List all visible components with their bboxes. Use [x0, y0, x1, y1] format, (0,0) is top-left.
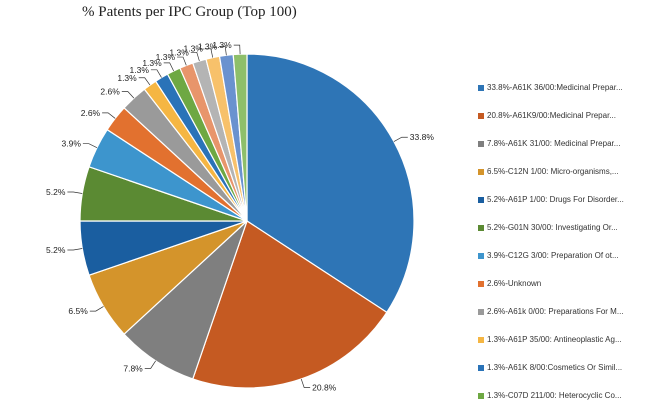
- chart-title: % Patents per IPC Group (Top 100): [82, 4, 297, 20]
- leader-line: [300, 378, 311, 388]
- data-label: 3.9%: [62, 139, 82, 149]
- leader-line: [67, 191, 83, 194]
- data-label: 1.3%: [198, 41, 218, 51]
- legend-item: 2.6%-Unknown: [478, 279, 644, 307]
- leader-line: [67, 248, 83, 251]
- legend-label: 1.3%-A61K 8/00:Cosmetics Or Simil...: [487, 363, 623, 372]
- legend-item: 33.8%-A61K 36/00:Medicinal Prepar...: [478, 83, 644, 111]
- legend-item: 20.8%-A61K9/00:Medicinal Prepar...: [478, 111, 644, 139]
- leader-line: [121, 91, 135, 99]
- legend-label: 2.6%-Unknown: [487, 279, 542, 288]
- data-label: 1.3%: [142, 58, 162, 68]
- data-label: 1.3%: [169, 47, 189, 57]
- leader-line: [393, 136, 408, 142]
- legend-label: 3.9%-C12G 3/00: Preparation Of ot...: [487, 251, 619, 260]
- legend-item: 5.2%-G01N 30/00: Investigating Or...: [478, 223, 644, 251]
- legend-swatch: [478, 225, 484, 231]
- data-label: 2.6%: [100, 87, 120, 97]
- legend-label: 1.3%-A61P 35/00: Antineoplastic Ag...: [487, 335, 622, 344]
- leader-line: [89, 306, 104, 312]
- legend-item: 5.2%-A61P 1/00: Drugs For Disorder...: [478, 195, 644, 223]
- legend-item: 6.5%-C12N 1/00: Micro-organisms,...: [478, 167, 644, 195]
- data-label: 33.8%: [410, 132, 435, 142]
- legend-swatch: [478, 85, 484, 91]
- leader-line: [102, 112, 116, 119]
- chart-legend: 33.8%-A61K 36/00:Medicinal Prepar... 20.8…: [478, 83, 644, 419]
- data-label: 20.8%: [312, 382, 337, 392]
- data-label: 5.2%: [46, 245, 66, 255]
- legend-label: 6.5%-C12N 1/00: Micro-organisms,...: [487, 167, 619, 176]
- legend-item: 1.3%-C07D 211/00: Heterocyclic Co...: [478, 391, 644, 419]
- legend-label: 5.2%-A61P 1/00: Drugs For Disorder...: [487, 195, 624, 204]
- leader-line: [219, 46, 227, 56]
- legend-swatch: [478, 253, 484, 259]
- data-label: 1.3%: [156, 52, 176, 62]
- leader-line: [163, 62, 174, 72]
- legend-item: 3.9%-C12G 3/00: Preparation Of ot...: [478, 251, 644, 279]
- leader-line: [82, 143, 98, 148]
- legend-swatch: [478, 309, 484, 315]
- legend-swatch: [478, 141, 484, 147]
- legend-swatch: [478, 197, 484, 203]
- legend-swatch: [478, 281, 484, 287]
- data-label: 1.3%: [130, 65, 150, 75]
- leader-line: [144, 360, 156, 369]
- legend-label: 7.8%-A61K 31/00: Medicinal Prepar...: [487, 139, 621, 148]
- legend-label: 20.8%-A61K9/00:Medicinal Prepar...: [487, 111, 616, 120]
- data-label: 5.2%: [46, 187, 66, 197]
- legend-swatch: [478, 365, 484, 371]
- data-label: 1.3%: [184, 44, 204, 54]
- leader-line: [204, 48, 214, 58]
- pie-chart: 33.8% 20.8% 7.8% 6.5% 5.2% 5.2% 3.9% 2.6% 2.6% 1.…: [46, 40, 435, 392]
- leader-line: [190, 51, 200, 62]
- data-label: 1.3%: [212, 40, 232, 50]
- legend-label: 33.8%-A61K 36/00:Medicinal Prepar...: [487, 83, 623, 92]
- leader-line: [138, 77, 151, 86]
- data-label: 2.6%: [81, 108, 101, 118]
- legend-swatch: [478, 337, 484, 343]
- leader-line: [177, 56, 187, 66]
- data-label: 6.5%: [68, 306, 88, 316]
- legend-item: 2.6%-A61k 0/00: Preparations For M...: [478, 307, 644, 335]
- data-label: 7.8%: [123, 363, 143, 373]
- leader-line: [233, 44, 241, 55]
- leader-line: [150, 69, 162, 78]
- legend-swatch: [478, 113, 484, 119]
- data-label: 1.3%: [117, 73, 137, 83]
- legend-swatch: [478, 169, 484, 175]
- legend-item: 7.8%-A61K 31/00: Medicinal Prepar...: [478, 139, 644, 167]
- legend-item: 1.3%-A61P 35/00: Antineoplastic Ag...: [478, 335, 644, 363]
- legend-label: 2.6%-A61k 0/00: Preparations For M...: [487, 307, 624, 316]
- legend-label: 1.3%-C07D 211/00: Heterocyclic Co...: [487, 391, 622, 400]
- legend-swatch: [478, 393, 484, 399]
- legend-label: 5.2%-G01N 30/00: Investigating Or...: [487, 223, 618, 232]
- legend-item: 1.3%-A61K 8/00:Cosmetics Or Simil...: [478, 363, 644, 391]
- pie-slice: [192, 220, 388, 389]
